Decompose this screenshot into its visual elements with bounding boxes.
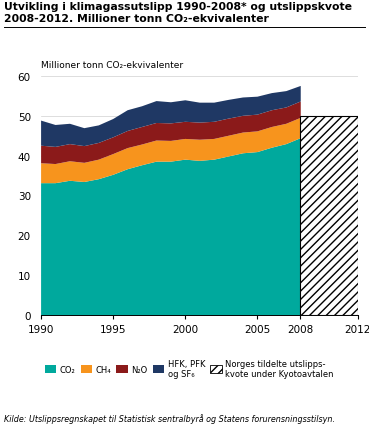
- Text: Millioner tonn CO₂-ekvivalenter: Millioner tonn CO₂-ekvivalenter: [41, 61, 183, 70]
- Legend: CO₂, CH₄, N₂O, HFK, PFK
og SF₆, Norges tildelte utslipps-
kvote under Kyotoavtal: CO₂, CH₄, N₂O, HFK, PFK og SF₆, Norges t…: [45, 359, 334, 378]
- Text: Utvikling i klimagassutslipp 1990-2008* og utslippskvote: Utvikling i klimagassutslipp 1990-2008* …: [4, 2, 352, 12]
- Bar: [300, 116, 358, 315]
- Text: 2008-2012. Millioner tonn CO₂-ekvivalenter: 2008-2012. Millioner tonn CO₂-ekvivalent…: [4, 14, 269, 23]
- Text: Kilde: Utslippsregnskapet til Statistisk sentralbyrå og Statens forurensningssti: Kilde: Utslippsregnskapet til Statistisk…: [4, 413, 335, 423]
